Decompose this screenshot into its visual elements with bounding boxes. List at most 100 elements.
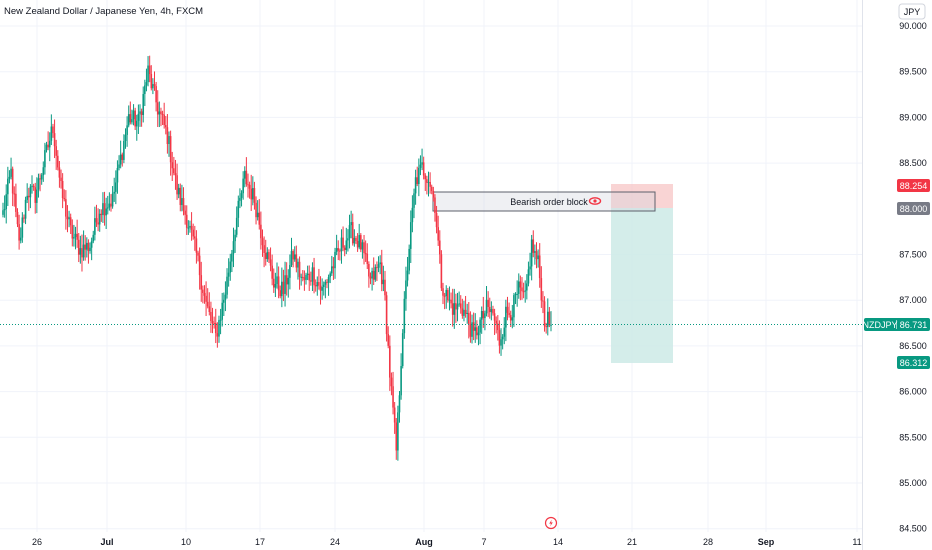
currency-button[interactable]: JPY xyxy=(898,3,926,20)
candle xyxy=(79,235,82,264)
candle xyxy=(266,247,269,262)
candle xyxy=(447,287,449,303)
price-tick-label: 89.000 xyxy=(899,112,927,122)
candle xyxy=(469,311,472,343)
candle xyxy=(223,292,225,317)
candle xyxy=(418,158,420,197)
candle xyxy=(542,291,544,314)
candle xyxy=(190,212,193,241)
candle xyxy=(92,230,95,244)
time-tick-label: 24 xyxy=(330,537,340,547)
candle xyxy=(155,81,157,112)
candle xyxy=(124,128,127,149)
candle xyxy=(163,102,165,129)
candle xyxy=(129,101,132,125)
candle xyxy=(517,273,520,299)
order-block-label[interactable]: Bearish order block xyxy=(510,197,588,207)
candle xyxy=(319,276,322,305)
candle xyxy=(298,256,301,290)
candle xyxy=(65,190,67,230)
candle xyxy=(102,192,104,223)
candle xyxy=(397,405,399,461)
candle xyxy=(81,234,83,272)
candle xyxy=(84,235,86,261)
candle xyxy=(493,308,496,335)
candle xyxy=(90,237,93,261)
candle xyxy=(511,304,514,329)
time-axis[interactable]: 26 Jul 10 17 24 Aug 7 14 21 28 Sep 11 xyxy=(32,537,862,547)
candle xyxy=(282,269,285,302)
candle xyxy=(387,326,390,349)
candle xyxy=(408,244,410,275)
candle xyxy=(210,301,212,333)
price-tick-label: 90.000 xyxy=(899,21,927,31)
candle xyxy=(514,292,517,305)
candle xyxy=(519,275,522,301)
candle xyxy=(461,298,464,319)
candle xyxy=(308,265,311,291)
candle xyxy=(485,286,488,317)
candle xyxy=(356,233,359,252)
candle xyxy=(116,160,119,194)
lightning-icon[interactable] xyxy=(544,516,558,530)
take-profit-zone[interactable] xyxy=(611,208,673,363)
candle xyxy=(318,268,320,290)
candle xyxy=(105,197,107,230)
candle xyxy=(440,250,443,292)
candle xyxy=(445,285,448,309)
candle xyxy=(258,199,261,230)
candle xyxy=(237,195,240,228)
candle xyxy=(119,140,122,169)
candle xyxy=(161,110,164,126)
candle xyxy=(464,295,467,318)
candle xyxy=(66,205,69,233)
target-price-label: 86.312 xyxy=(900,358,928,368)
stop-loss-zone[interactable] xyxy=(611,184,673,208)
candle xyxy=(456,292,459,322)
candle xyxy=(403,291,406,339)
candle xyxy=(208,292,211,316)
candle xyxy=(261,229,264,257)
candle xyxy=(111,186,114,209)
entry-price-label: 88.000 xyxy=(900,204,928,214)
candle xyxy=(361,239,364,259)
candle xyxy=(87,239,90,264)
candle xyxy=(538,243,541,288)
candle xyxy=(413,188,415,219)
candle xyxy=(334,247,336,279)
candle xyxy=(301,270,304,282)
time-tick-label: Aug xyxy=(415,537,433,547)
candle xyxy=(276,262,278,289)
candle xyxy=(2,202,4,218)
candle xyxy=(169,130,172,176)
candle xyxy=(422,156,425,180)
candle xyxy=(353,229,356,247)
candle xyxy=(45,141,48,153)
candle xyxy=(31,175,33,194)
candle xyxy=(250,174,253,211)
candle xyxy=(171,151,174,182)
price-axis-ticks: 90.000 89.500 89.000 88.500 87.500 87.000 86.5… xyxy=(899,21,927,534)
candle xyxy=(342,226,344,252)
price-tick-label: 85.500 xyxy=(899,432,927,442)
candle xyxy=(369,272,372,285)
candle xyxy=(285,262,288,296)
candle xyxy=(98,209,101,232)
candle xyxy=(295,245,298,273)
candle xyxy=(355,235,357,245)
candle xyxy=(297,258,299,280)
candle xyxy=(211,307,214,334)
candle xyxy=(530,234,533,281)
price-tick-label: 89.500 xyxy=(899,67,927,77)
candle xyxy=(384,270,386,301)
eye-icon[interactable] xyxy=(588,197,602,205)
candle xyxy=(324,279,327,299)
candle xyxy=(424,173,427,191)
chart-grid xyxy=(0,0,862,532)
candle xyxy=(526,274,528,300)
time-tick-label: 17 xyxy=(255,537,265,547)
candle xyxy=(293,246,296,262)
candle xyxy=(274,272,277,298)
candle xyxy=(385,291,388,342)
